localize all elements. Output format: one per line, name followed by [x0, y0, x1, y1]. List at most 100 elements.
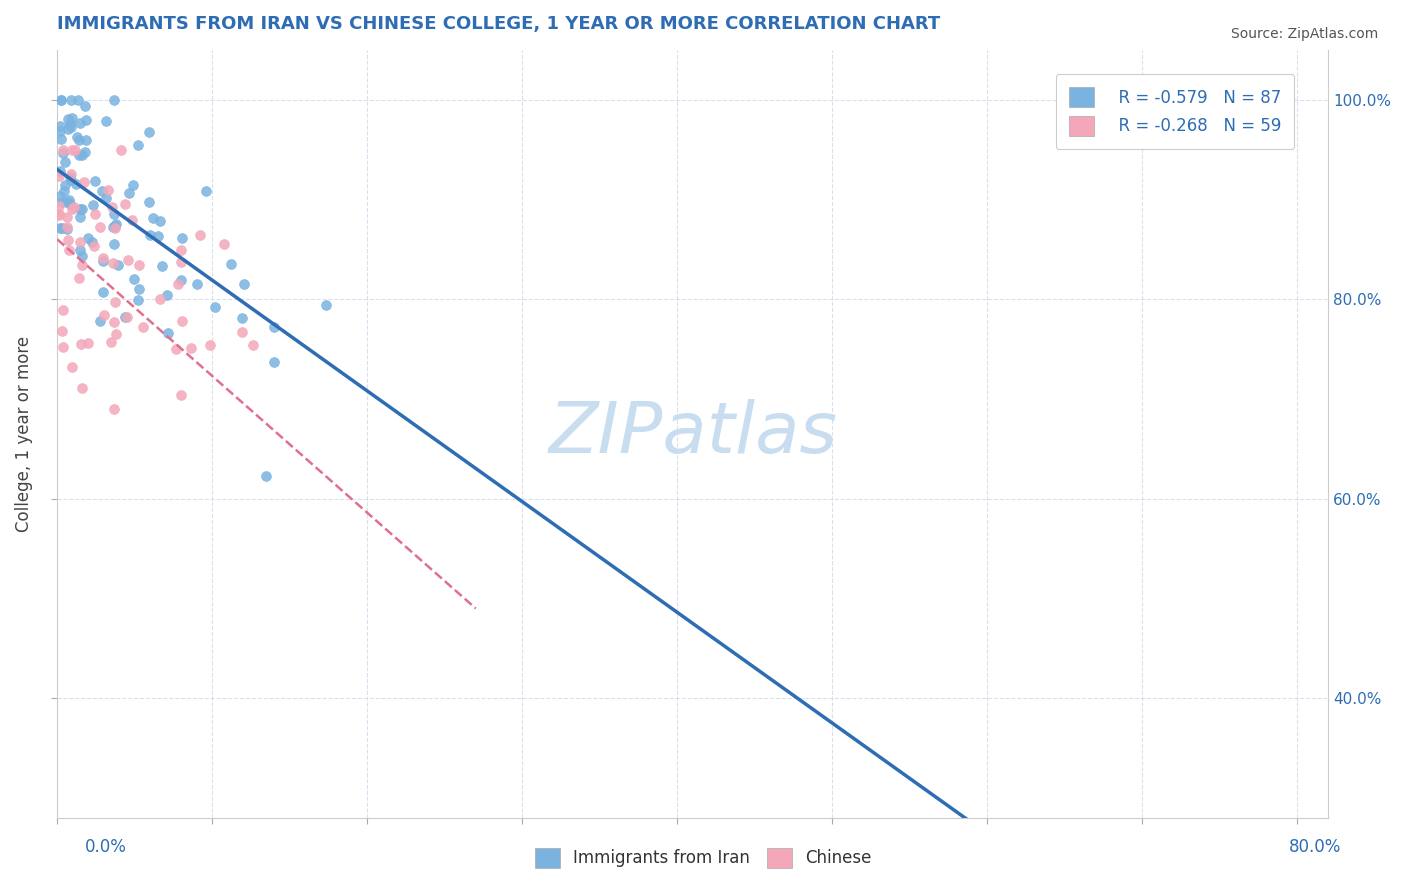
Point — [76, 230, 98, 244]
Point — [59, 197, 82, 211]
Point — [93, 285, 115, 299]
Text: 80.0%: 80.0% — [1288, 838, 1341, 855]
Point — [76, 335, 98, 350]
Point — [51, 132, 73, 146]
Point — [149, 292, 172, 306]
Point — [315, 297, 337, 311]
Point — [110, 143, 132, 157]
Point — [103, 220, 125, 235]
Point — [172, 314, 194, 328]
Point — [63, 200, 86, 214]
Point — [58, 243, 80, 257]
Point — [91, 184, 114, 198]
Point — [63, 143, 86, 157]
Point — [69, 116, 91, 130]
Point — [49, 221, 72, 235]
Point — [103, 93, 125, 107]
Point — [142, 211, 165, 226]
Point — [97, 183, 120, 197]
Point — [170, 388, 193, 402]
Point — [200, 338, 222, 352]
Point — [180, 341, 202, 355]
Text: ZIPatlas: ZIPatlas — [548, 400, 837, 468]
Point — [103, 207, 125, 221]
Point — [231, 325, 253, 339]
Point — [139, 227, 162, 242]
Point — [91, 254, 114, 268]
Point — [83, 239, 105, 253]
Point — [122, 271, 145, 285]
Point — [60, 202, 83, 216]
Point — [105, 326, 128, 341]
Point — [150, 259, 173, 273]
Point — [49, 164, 72, 178]
Point — [115, 310, 138, 325]
Point — [157, 326, 180, 340]
Point — [138, 195, 160, 210]
Point — [60, 111, 83, 125]
Point — [104, 219, 127, 233]
Point — [169, 255, 191, 269]
Point — [121, 213, 143, 227]
Point — [70, 381, 93, 395]
Point — [55, 194, 77, 209]
Point — [82, 198, 104, 212]
Point — [73, 99, 96, 113]
Point — [84, 207, 107, 221]
Point — [70, 202, 93, 216]
Point — [100, 334, 122, 349]
Point — [75, 133, 97, 147]
Point — [188, 227, 211, 242]
Point — [62, 359, 84, 374]
Point — [56, 210, 79, 224]
Point — [56, 122, 79, 136]
Point — [169, 273, 191, 287]
Point — [66, 130, 89, 145]
Point — [170, 243, 193, 257]
Text: IMMIGRANTS FROM IRAN VS CHINESE COLLEGE, 1 YEAR OR MORE CORRELATION CHART: IMMIGRANTS FROM IRAN VS CHINESE COLLEGE,… — [58, 15, 941, 33]
Point — [48, 169, 70, 184]
Point — [89, 220, 111, 235]
Point — [52, 185, 75, 199]
Point — [55, 222, 77, 236]
Point — [59, 172, 82, 186]
Point — [73, 145, 96, 159]
Point — [103, 401, 125, 416]
Y-axis label: College, 1 year or more: College, 1 year or more — [15, 335, 32, 532]
Point — [75, 113, 97, 128]
Point — [69, 243, 91, 257]
Point — [94, 113, 117, 128]
Point — [89, 313, 111, 327]
Point — [132, 320, 155, 334]
Point — [49, 93, 72, 107]
Point — [52, 340, 75, 354]
Point — [67, 133, 90, 147]
Point — [127, 138, 149, 153]
Point — [242, 338, 264, 352]
Point — [117, 252, 139, 267]
Point — [69, 202, 91, 216]
Point — [69, 211, 91, 225]
Point — [60, 120, 83, 134]
Point — [48, 198, 70, 212]
Point — [212, 236, 235, 251]
Point — [73, 175, 96, 189]
Point — [58, 193, 80, 207]
Text: Source: ZipAtlas.com: Source: ZipAtlas.com — [1230, 27, 1378, 41]
Legend: Immigrants from Iran, Chinese: Immigrants from Iran, Chinese — [529, 841, 877, 875]
Text: 0.0%: 0.0% — [84, 838, 127, 855]
Point — [84, 174, 107, 188]
Point — [104, 217, 127, 231]
Point — [66, 93, 89, 107]
Point — [107, 259, 129, 273]
Point — [122, 178, 145, 192]
Point — [52, 303, 75, 318]
Point — [56, 220, 79, 235]
Point — [232, 277, 254, 291]
Point — [114, 310, 136, 325]
Point — [263, 320, 285, 334]
Point — [104, 294, 127, 309]
Point — [82, 235, 104, 249]
Point — [149, 214, 172, 228]
Point — [67, 271, 90, 285]
